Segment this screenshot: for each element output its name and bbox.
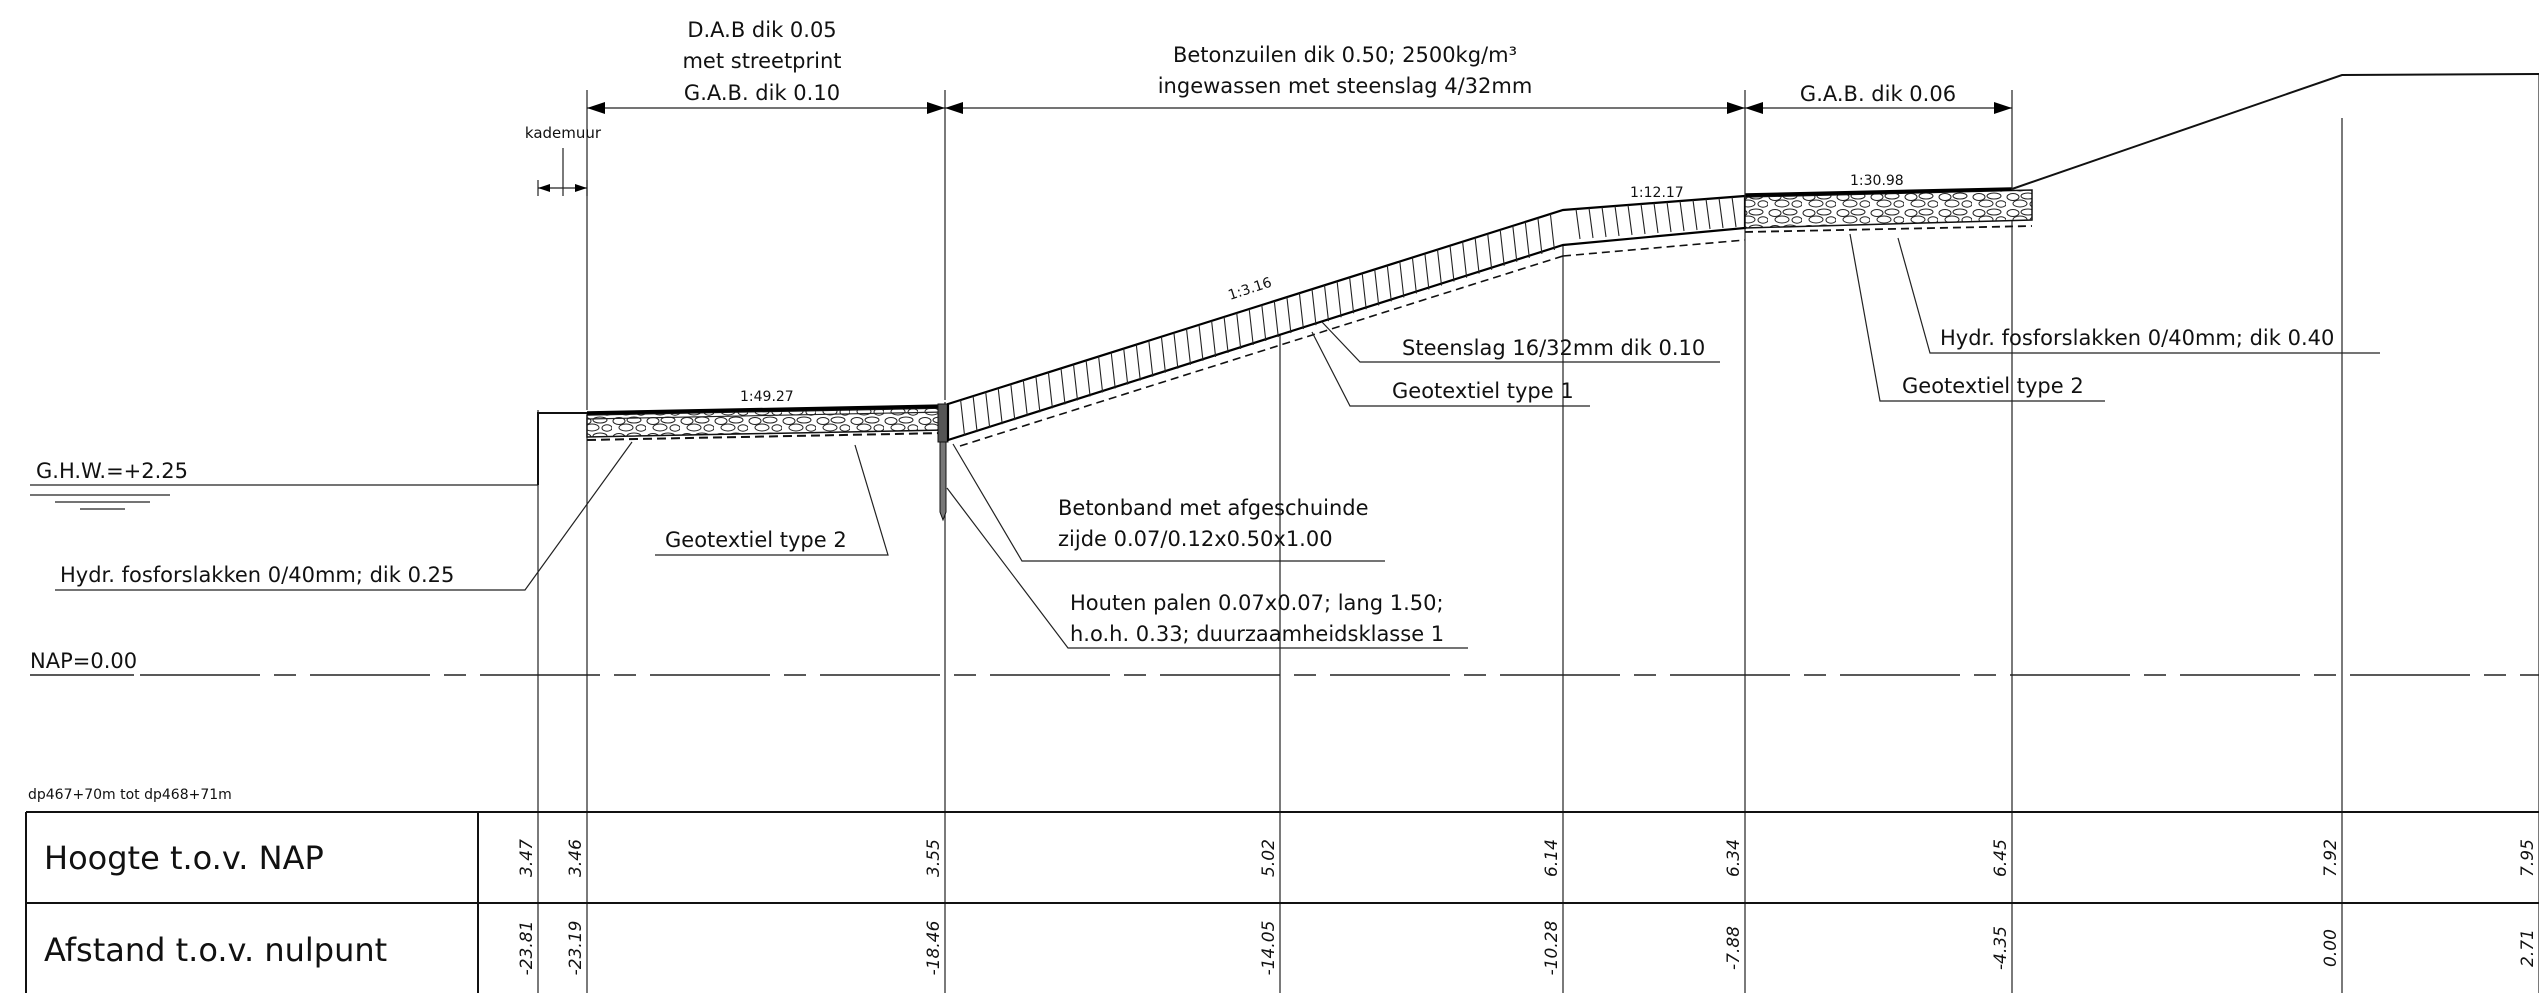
afstand-value: 2.71	[2518, 929, 2538, 967]
slope-revetment	[946, 194, 1747, 442]
afstand-value: -18.46	[924, 920, 944, 975]
hoogte-value: 3.46	[566, 839, 586, 877]
ghw-label: G.H.W.=+2.25	[36, 459, 188, 483]
betonzuilen-label-2: ingewassen met steenslag 4/32mm	[1158, 74, 1533, 98]
hoogte-value: 5.02	[1259, 839, 1279, 877]
hoogte-value: 6.14	[1542, 839, 1562, 877]
ghw-level-marker: G.H.W.=+2.25	[30, 459, 538, 510]
table-label-hoogte: Hoogte t.o.v. NAP	[44, 839, 324, 877]
hoogte-value: 7.92	[2321, 839, 2341, 877]
afstand-value: -14.05	[1259, 921, 1279, 976]
hoogte-value: 3.55	[924, 839, 944, 877]
callout-hydr-left: Hydr. fosforslakken 0/40mm; dik 0.25	[60, 563, 454, 587]
profile	[537, 73, 2539, 522]
callout-geotextiel-2-left: Geotextiel type 2	[665, 528, 847, 552]
profile-table: Hoogte t.o.v. NAP Afstand t.o.v. nulpunt…	[25, 811, 2539, 993]
nap-level-marker: NAP=0.00	[30, 649, 2539, 676]
slope-label-main: 1:3.16	[1226, 275, 1274, 304]
table-label-afstand: Afstand t.o.v. nulpunt	[44, 931, 387, 969]
hoogte-value: 3.47	[517, 839, 537, 877]
top-dimensions: D.A.B dik 0.05 met streetprint G.A.B. di…	[525, 18, 2013, 410]
callout-betonband-2: zijde 0.07/0.12x0.50x1.00	[1058, 527, 1333, 551]
callouts: Steenslag 16/32mm dik 0.10 Geotextiel ty…	[55, 233, 2380, 649]
nap-label: NAP=0.00	[30, 649, 137, 673]
callout-geotextiel-2-right: Geotextiel type 2	[1902, 374, 2084, 398]
callout-steenslag: Steenslag 16/32mm dik 0.10	[1402, 336, 1705, 360]
afstand-value: -4.35	[1991, 926, 2011, 970]
dab-label-1: D.A.B dik 0.05	[687, 18, 836, 42]
slope-label-platform-right: 1:30.98	[1850, 173, 1904, 189]
slope-label-platform-left: 1:49.27	[740, 389, 794, 405]
kademuur-label: kademuur	[525, 124, 602, 142]
dab-label-3: G.A.B. dik 0.10	[684, 81, 840, 105]
gab-right-label: G.A.B. dik 0.06	[1800, 82, 1956, 106]
betonzuilen-label-1: Betonzuilen dik 0.50; 2500kg/m³	[1173, 43, 1517, 67]
callout-hydr-right: Hydr. fosforslakken 0/40mm; dik 0.40	[1940, 326, 2334, 350]
callout-betonband-1: Betonband met afgeschuinde	[1058, 496, 1369, 520]
afstand-value: -23.81	[517, 921, 537, 976]
callout-palen-2: h.o.h. 0.33; duurzaamheidsklasse 1	[1070, 622, 1444, 646]
hoogte-value: 6.34	[1724, 839, 1744, 877]
callout-geotextiel-1: Geotextiel type 1	[1392, 379, 1574, 403]
afstand-value: -7.88	[1724, 926, 1744, 970]
callout-palen-1: Houten palen 0.07x0.07; lang 1.50;	[1070, 591, 1444, 615]
hoogte-value: 6.45	[1991, 839, 2011, 877]
slope-label-upper: 1:12.17	[1630, 185, 1684, 201]
section-range: dp467+70m tot dp468+71m	[28, 787, 232, 803]
afstand-value: -23.19	[566, 921, 586, 976]
dab-label-2: met streetprint	[682, 49, 841, 73]
afstand-value: 0.00	[2321, 929, 2341, 967]
hoogte-value: 7.95	[2518, 839, 2538, 877]
afstand-value: -10.28	[1542, 920, 1562, 975]
